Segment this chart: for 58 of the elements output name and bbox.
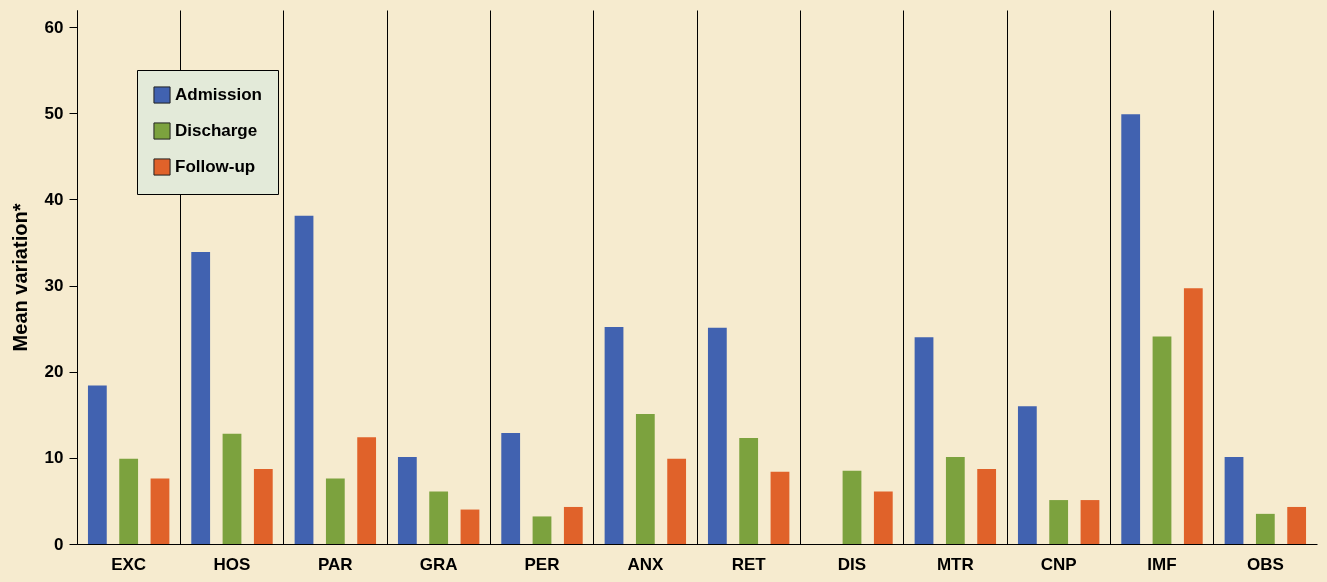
bar xyxy=(667,458,687,544)
x-tick-label: GRA xyxy=(419,554,458,574)
bar xyxy=(397,457,417,544)
bar xyxy=(87,385,107,544)
bar xyxy=(563,506,583,544)
x-tick-label: EXC xyxy=(111,554,147,574)
y-axis-title: Mean variation* xyxy=(8,203,31,352)
bar xyxy=(604,326,624,544)
bar xyxy=(1287,506,1307,544)
bar xyxy=(707,327,727,544)
bar xyxy=(357,437,377,544)
y-tick-label: 30 xyxy=(44,276,64,296)
y-tick-label: 10 xyxy=(44,448,64,468)
bar xyxy=(532,516,552,544)
bar xyxy=(1121,114,1141,544)
legend-label: Admission xyxy=(175,85,262,104)
bar xyxy=(945,457,965,544)
x-tick-label: PAR xyxy=(318,554,353,574)
bar xyxy=(635,413,655,544)
bar xyxy=(977,469,997,544)
x-tick-label: DIS xyxy=(837,554,867,574)
bar xyxy=(1017,406,1037,544)
legend-label: Discharge xyxy=(175,121,258,140)
x-tick-label: RET xyxy=(731,554,767,574)
bar xyxy=(873,491,893,544)
x-tick-label: CNP xyxy=(1040,554,1077,574)
x-tick-label: PER xyxy=(524,554,560,574)
x-tick-label: OBS xyxy=(1246,554,1284,574)
x-tick-label: HOS xyxy=(213,554,251,574)
bar xyxy=(429,491,449,544)
bar xyxy=(770,471,790,544)
bar xyxy=(119,458,139,544)
bar xyxy=(842,470,862,544)
bar xyxy=(501,432,521,544)
x-tick-label: IMF xyxy=(1147,554,1177,574)
x-tick-label: MTR xyxy=(936,554,974,574)
x-tick-label: ANX xyxy=(627,554,664,574)
y-tick-label: 20 xyxy=(44,362,64,382)
bar xyxy=(191,252,211,544)
bar xyxy=(739,438,759,544)
bar xyxy=(294,215,314,544)
y-tick-label: 50 xyxy=(44,103,64,123)
bar xyxy=(1224,457,1244,544)
bar xyxy=(222,433,242,544)
bar xyxy=(914,337,934,544)
bar xyxy=(325,478,345,544)
bar xyxy=(1080,500,1100,544)
bar xyxy=(253,469,273,544)
bar xyxy=(150,478,170,544)
y-tick-label: 40 xyxy=(44,189,64,209)
bar xyxy=(1152,336,1172,544)
bar xyxy=(460,509,480,544)
bar xyxy=(1183,288,1203,544)
y-tick-label: 0 xyxy=(54,534,64,554)
bar xyxy=(1049,500,1069,544)
legend-label: Follow-up xyxy=(175,157,256,176)
bar xyxy=(1255,513,1275,544)
y-tick-label: 60 xyxy=(44,17,64,37)
